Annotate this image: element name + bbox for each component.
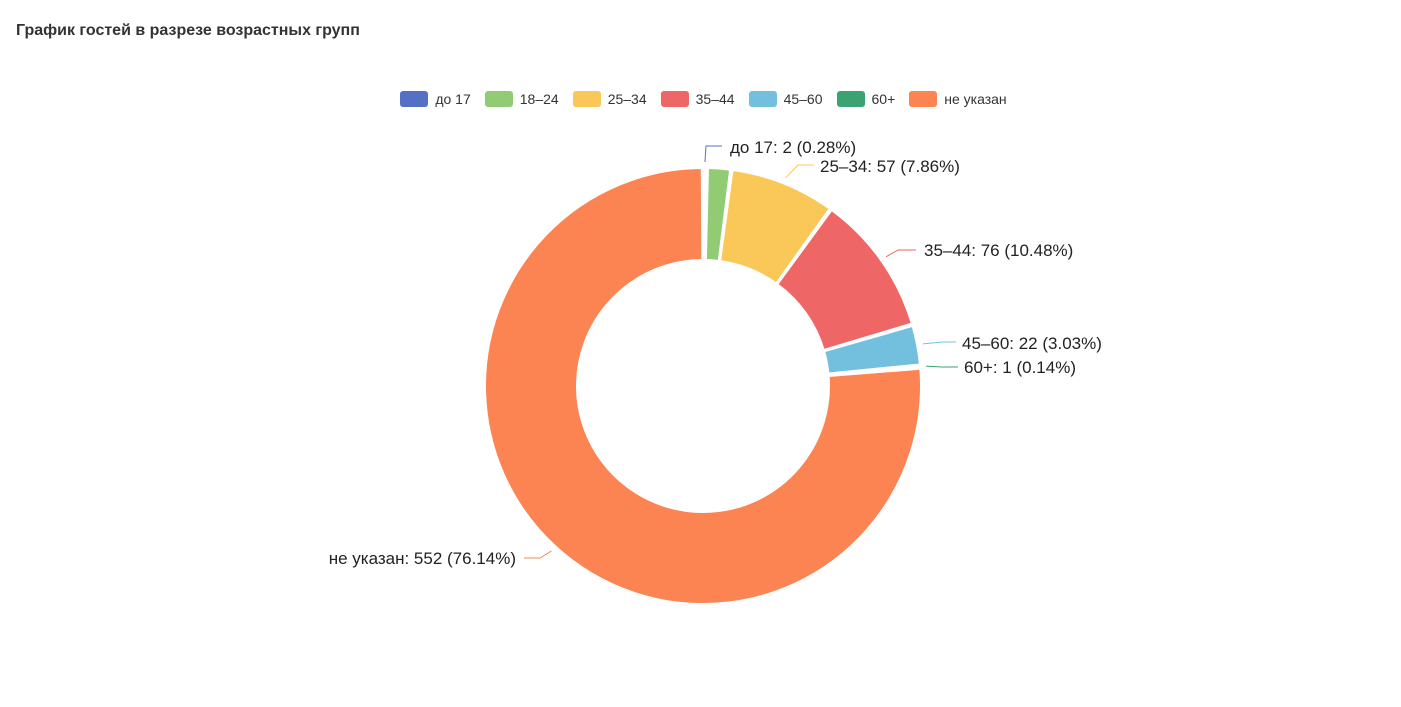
label-leader-line xyxy=(885,249,916,258)
chart-legend: до 17 18–24 25–34 35–44 45–60 60+ не указан xyxy=(0,91,1401,107)
legend-item[interactable]: не указан xyxy=(909,91,1007,107)
slice-data-label: не указан: 552 (76.14%) xyxy=(329,549,516,568)
legend-swatch xyxy=(400,91,429,107)
label-leader-line xyxy=(785,164,814,179)
legend-swatch xyxy=(836,91,865,107)
legend-item[interactable]: 45–60 xyxy=(748,91,823,107)
legend-label: не указан xyxy=(944,91,1007,107)
pie-slice[interactable] xyxy=(776,209,913,351)
legend-label: 18–24 xyxy=(519,91,559,107)
pie-slice[interactable] xyxy=(827,365,922,376)
legend-label: до 17 xyxy=(435,91,471,107)
label-leader-line xyxy=(922,341,956,345)
slice-data-label: до 17: 2 (0.28%) xyxy=(730,138,856,157)
legend-item[interactable]: 25–34 xyxy=(572,91,647,107)
label-leader-line xyxy=(524,550,552,559)
legend-item[interactable]: 35–44 xyxy=(660,91,735,107)
slice-data-label: 35–44: 76 (10.48%) xyxy=(924,241,1073,260)
label-leader-line xyxy=(926,365,958,368)
legend-swatch xyxy=(909,91,938,107)
legend-swatch xyxy=(660,91,689,107)
pie-slice[interactable] xyxy=(484,167,922,605)
pie-slice[interactable] xyxy=(702,167,707,262)
legend-label: 35–44 xyxy=(695,91,735,107)
legend-label: 25–34 xyxy=(607,91,647,107)
pie-slice[interactable] xyxy=(704,167,732,262)
legend-swatch xyxy=(484,91,513,107)
legend-swatch xyxy=(748,91,777,107)
legend-item[interactable]: до 17 xyxy=(400,91,471,107)
legend-item[interactable]: 60+ xyxy=(836,91,896,107)
slice-data-label: 60+: 1 (0.14%) xyxy=(964,358,1076,377)
pie-slice[interactable] xyxy=(719,169,831,285)
page-title: График гостей в разрезе возрастных групп xyxy=(16,22,360,39)
legend-label: 60+ xyxy=(871,91,896,107)
label-leader-line xyxy=(704,145,722,163)
legend-label: 45–60 xyxy=(783,91,823,107)
legend-item[interactable]: 18–24 xyxy=(484,91,559,107)
pie-slice[interactable] xyxy=(823,324,921,375)
slice-data-label: 45–60: 22 (3.03%) xyxy=(962,334,1102,353)
slice-data-label: 25–34: 57 (7.86%) xyxy=(820,157,960,176)
legend-swatch xyxy=(572,91,601,107)
